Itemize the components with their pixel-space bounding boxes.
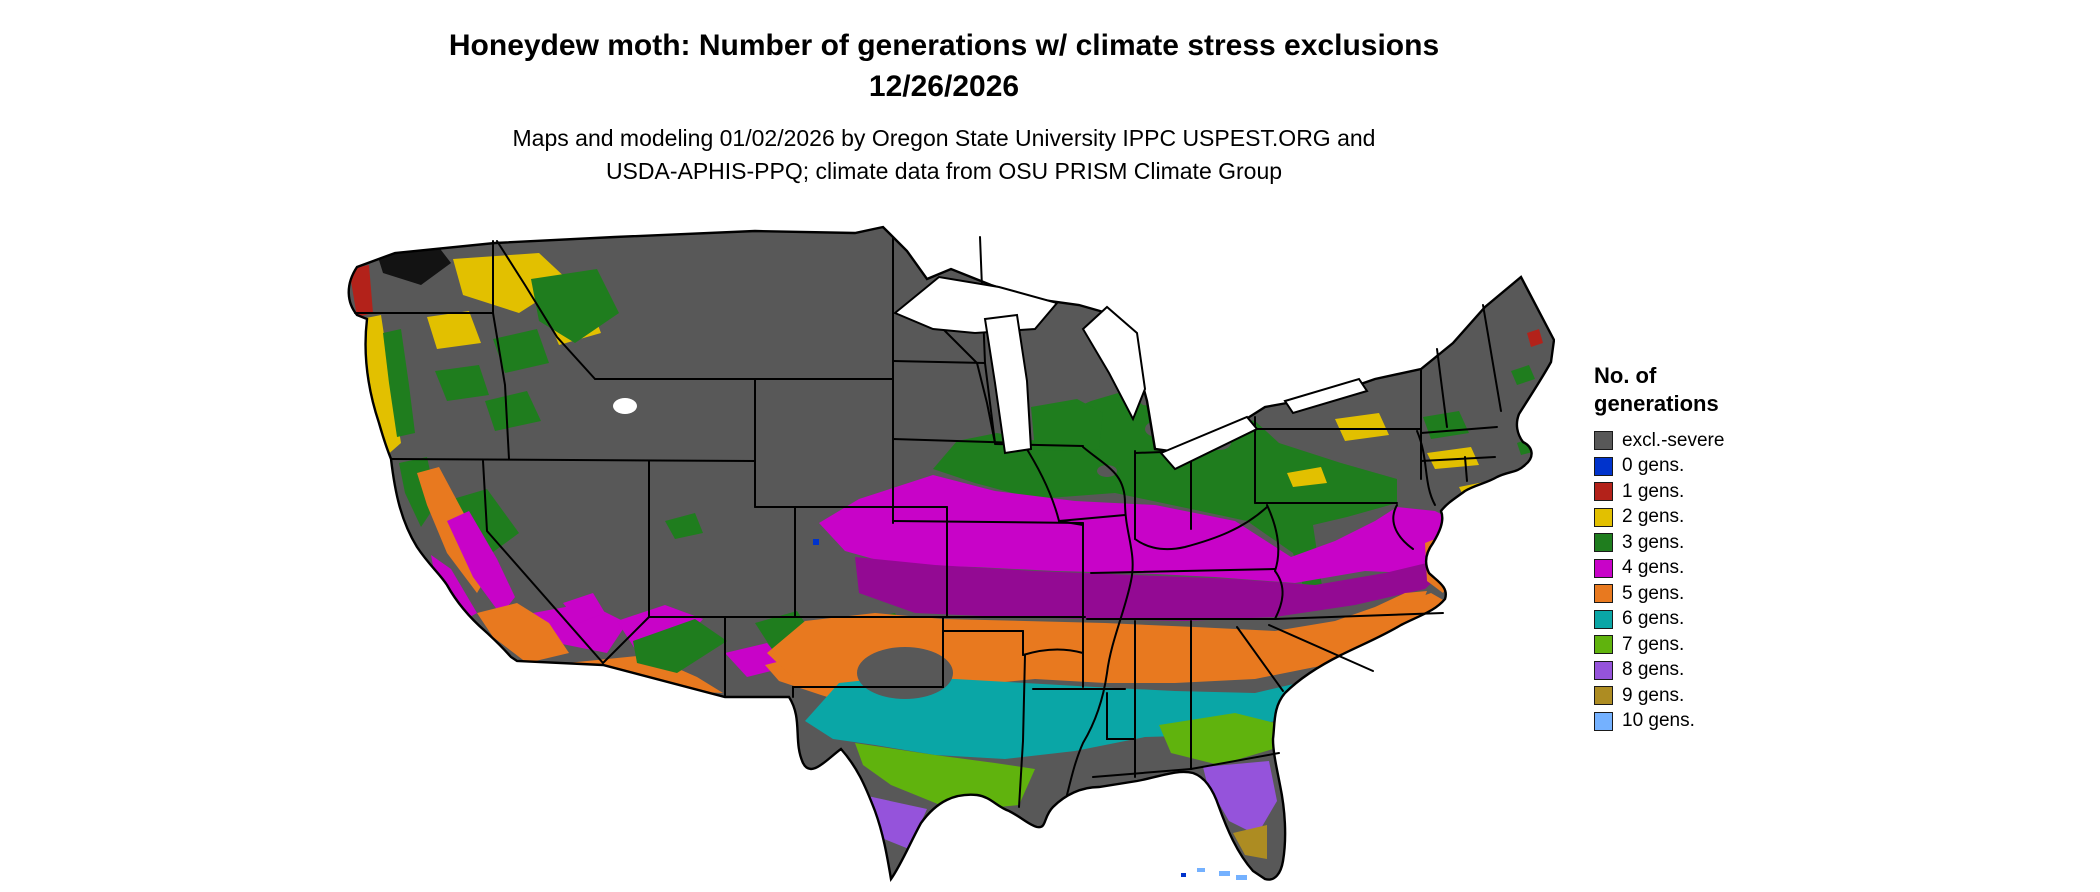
legend-color-swatch [1594,660,1613,680]
lake-ontario [1283,377,1369,415]
legend-row: 3 gens. [1594,530,1724,556]
legend-title: No. of generations [1594,362,1724,418]
page-title-date: 12/26/2026 [868,70,1020,103]
lake-huron [1081,305,1147,422]
legend-label: 6 gens. [1622,608,1685,630]
map-state-borders [354,236,1502,808]
legend-color-swatch [1594,558,1613,578]
legend-label: 0 gens. [1622,455,1685,477]
legend-title-line-1: No. of [1594,363,1657,388]
legend-label: 10 gens. [1622,710,1695,732]
legend-row: excl.-severe [1594,428,1724,454]
legend-row: 6 gens. [1594,607,1724,633]
legend-color-swatch [1594,456,1613,476]
legend-row: 8 gens. [1594,658,1724,684]
us-border [347,225,1555,883]
legend-label: 8 gens. [1622,659,1685,681]
lake-michigan [983,313,1033,455]
legend-color-swatch [1594,507,1613,527]
subtitle-line-2: USDA-APHIS-PPQ; climate data from OSU PR… [605,158,1283,184]
legend-title-line-2: generations [1594,391,1719,416]
subtitle: Maps and modeling 01/02/2026 by Oregon S… [0,122,1888,188]
legend-color-swatch [1594,609,1613,629]
legend-label: 4 gens. [1622,557,1685,579]
legend-label: 9 gens. [1622,684,1685,706]
legend-row: 2 gens. [1594,505,1724,531]
legend-row: 9 gens. [1594,683,1724,709]
us-map [347,225,1555,883]
legend-row: 4 gens. [1594,556,1724,582]
legend-label: excl.-severe [1622,429,1725,451]
legend-color-swatch [1594,584,1613,604]
legend-color-swatch [1594,686,1613,706]
header: Honeydew moth: Number of generations w/ … [0,25,1888,188]
legend-row: 1 gens. [1594,479,1724,505]
lake-erie [1159,415,1259,471]
legend-row: 0 gens. [1594,454,1724,480]
legend-row: 10 gens. [1594,709,1724,735]
legend-color-swatch [1594,635,1613,655]
great-lakes [893,275,1369,471]
legend-color-swatch [1594,482,1613,502]
legend-row: 5 gens. [1594,581,1724,607]
legend-color-swatch [1594,533,1613,553]
legend-color-swatch [1594,711,1613,731]
legend-label: 1 gens. [1622,480,1685,502]
page-title: Honeydew moth: Number of generations w/ … [448,29,1440,62]
legend-label: 5 gens. [1622,582,1685,604]
subtitle-line-1: Maps and modeling 01/02/2026 by Oregon S… [512,125,1376,151]
legend-row: 7 gens. [1594,632,1724,658]
legend-label: 2 gens. [1622,506,1685,528]
legend-items: excl.-severe 0 gens. 1 gens. 2 gens. 3 g… [1594,428,1724,734]
legend-color-swatch [1594,431,1613,451]
map-generation-regions [349,237,1543,859]
legend: No. of generations excl.-severe 0 gens. … [1594,362,1724,734]
legend-label: 7 gens. [1622,633,1685,655]
florida-keys [1181,868,1247,880]
legend-label: 3 gens. [1622,531,1685,553]
